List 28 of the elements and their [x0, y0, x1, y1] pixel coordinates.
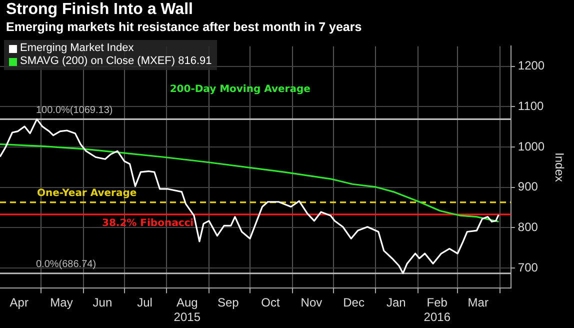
- ref-line-label: 38.2% Fibonacci: [102, 218, 194, 230]
- y-tick-label: 1200: [518, 58, 545, 73]
- y-tick-label: 1100: [518, 99, 544, 114]
- x-tick-label: Oct: [261, 296, 280, 310]
- x-tick-label: Mar: [468, 296, 488, 310]
- legend-label: Emerging Market Index: [19, 42, 135, 55]
- y-tick-label: 700: [518, 260, 538, 274]
- y-tick-label: 800: [518, 220, 538, 234]
- chart-title: Strong Finish Into a Wall: [6, 1, 193, 19]
- x-tick-label: Jan: [386, 296, 406, 310]
- x-tick-label: Aug 2015: [174, 296, 201, 324]
- x-tick-label: Jul: [137, 296, 152, 310]
- y-tick-label: 1000: [518, 139, 545, 154]
- annotation: 200-Day Moving Average: [170, 84, 311, 95]
- x-tick-label: Dec: [343, 296, 364, 310]
- legend-label: SMAVG (200) on Close (MXEF) 816.91: [19, 55, 212, 68]
- chart-subtitle: Emerging markets hit resistance after best month in 7 years: [6, 20, 362, 34]
- ref-line-label: One-Year Average: [37, 188, 137, 199]
- x-tick-label: Jun: [92, 296, 112, 310]
- x-tick-label: May: [50, 296, 73, 310]
- x-tick-label: Feb 2016: [424, 296, 451, 324]
- x-tick-label: Nov: [300, 296, 322, 310]
- x-tick-label: Sep: [217, 296, 240, 310]
- ref-line-label: 100.0%(1069.13): [36, 104, 113, 116]
- y-axis-title: Index: [552, 152, 566, 182]
- y-tick-label: 900: [518, 180, 538, 194]
- ref-line-label: 0.0%(686.74): [36, 259, 96, 270]
- x-tick-label: Apr: [10, 296, 28, 310]
